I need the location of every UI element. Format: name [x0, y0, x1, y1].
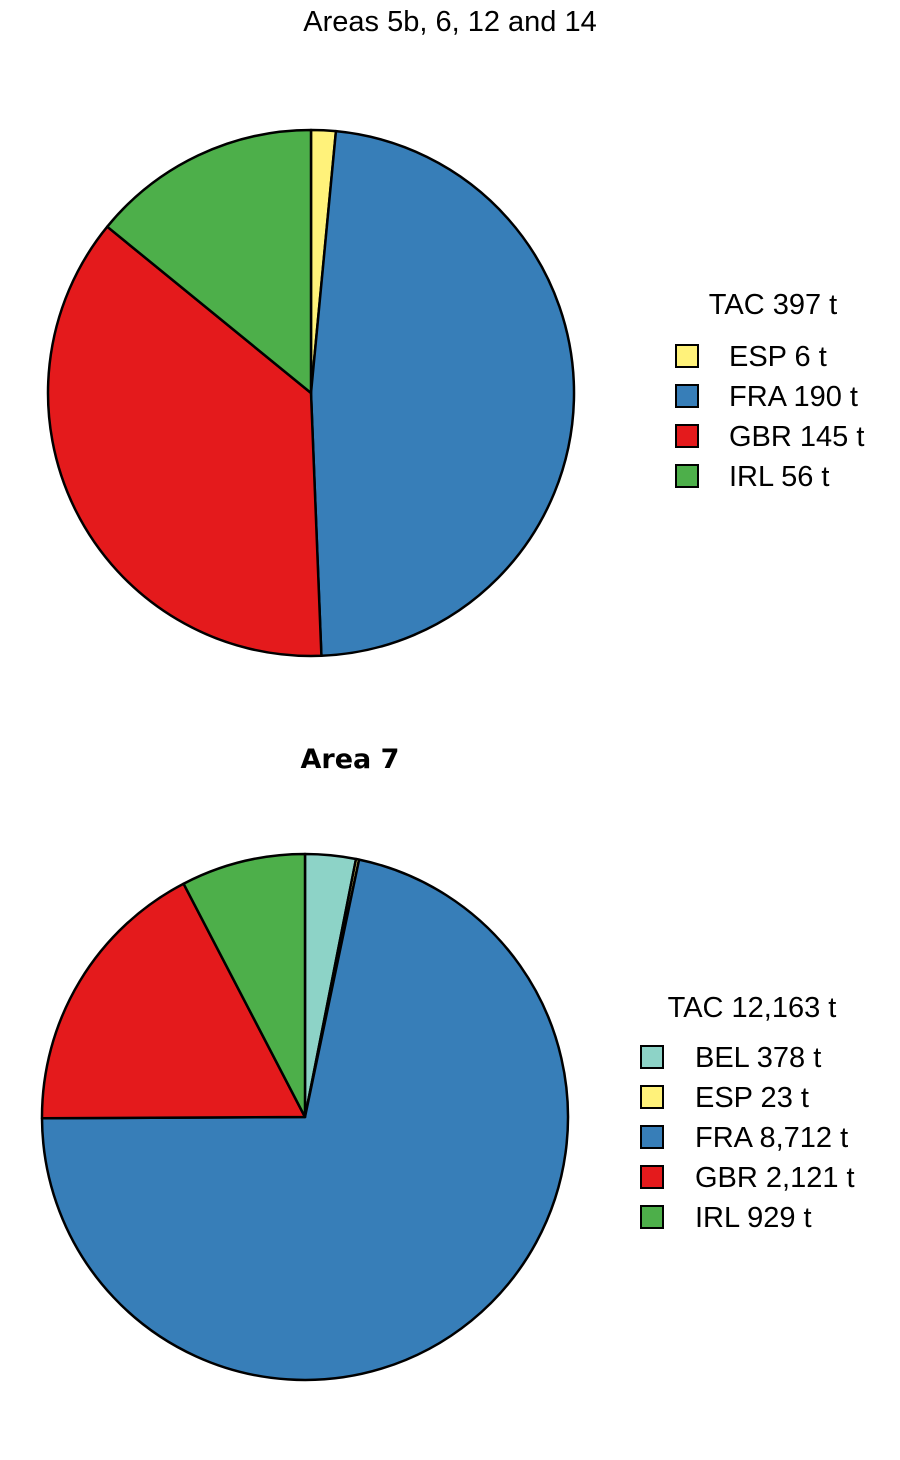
pie-1-slice-fra: [309, 129, 576, 658]
legend-1-label-gbr: GBR 145 t: [729, 421, 864, 453]
legend-2-title: TAC 12,163 t: [668, 992, 837, 1024]
chart-1-title: Areas 5b, 6, 12 and 14: [303, 6, 596, 38]
legend-1-swatch-esp: [675, 344, 699, 368]
pie-2-slice-gbr: [40, 882, 307, 1120]
pie-chart-2: Area 7 TAC 12,163 t BEL 378 t ESP 23 t FRA…: [40, 744, 855, 1382]
pie-2-slice-irl: [182, 852, 307, 1119]
legend-1-label-fra: FRA 190 t: [729, 381, 858, 413]
pie-1-slices: [46, 128, 576, 658]
legend-2-swatch-gbr: [640, 1165, 664, 1189]
legend-1-items: ESP 6 t FRA 190 t GBR 145 t IRL 56 t: [675, 341, 864, 493]
legend-1-swatch-fra: [675, 384, 699, 408]
legend-2-swatch-bel: [640, 1045, 664, 1069]
legend-1-swatch-gbr: [675, 424, 699, 448]
legend-2-label-fra: FRA 8,712 t: [695, 1122, 848, 1154]
legend-2-swatch-irl: [640, 1205, 664, 1229]
pie-1-legend: TAC 397 t ESP 6 t FRA 190 t GBR 145 t IRL 5…: [675, 289, 864, 493]
pie-2-legend: TAC 12,163 t BEL 378 t ESP 23 t FRA 8,712 …: [640, 992, 855, 1234]
pie-2-slice-fra: [40, 858, 570, 1382]
pie-chart-1: Areas 5b, 6, 12 and 14 TAC 397 t ESP 6 t…: [46, 6, 864, 658]
legend-1-label-irl: IRL 56 t: [729, 461, 829, 493]
legend-2-swatch-esp: [640, 1085, 664, 1109]
legend-1-title: TAC 397 t: [709, 289, 837, 321]
legend-2-label-irl: IRL 929 t: [695, 1202, 812, 1234]
legend-2-label-esp: ESP 23 t: [695, 1082, 809, 1114]
legend-1-swatch-irl: [675, 464, 699, 488]
legend-2-items: BEL 378 t ESP 23 t FRA 8,712 t GBR 2,121 t I…: [640, 1042, 855, 1234]
chart-2-title: Area 7: [301, 744, 400, 775]
pie-2-slices: [40, 852, 570, 1382]
pie-1-slice-gbr: [46, 225, 323, 658]
legend-2-swatch-fra: [640, 1125, 664, 1149]
legend-2-label-bel: BEL 378 t: [695, 1042, 821, 1074]
pie-1-slice-irl: [106, 128, 313, 395]
legend-2-label-gbr: GBR 2,121 t: [695, 1162, 855, 1194]
legend-1-label-esp: ESP 6 t: [729, 341, 827, 373]
